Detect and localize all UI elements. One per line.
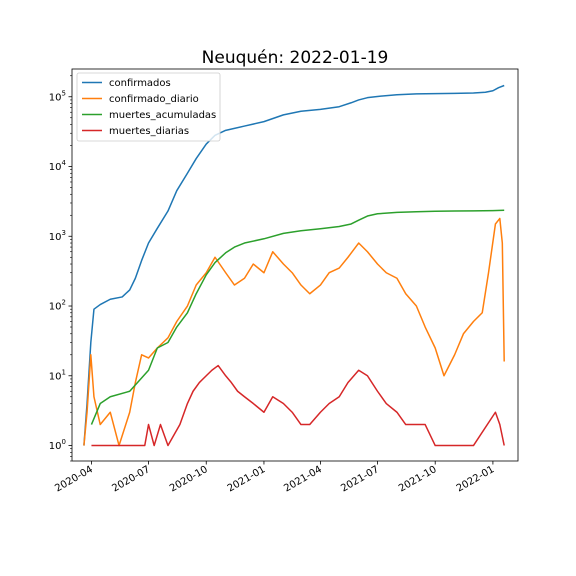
y-tick-exp: 3	[62, 229, 66, 237]
y-tick-base: 10	[49, 92, 62, 103]
y-tick-label: 103	[49, 229, 66, 243]
y-tick-exp: 1	[62, 368, 66, 376]
y-tick-base: 10	[49, 302, 62, 313]
x-tick-label: 2021-10	[397, 464, 439, 494]
y-tick-label: 100	[49, 438, 66, 452]
x-tick-label: 2020-04	[53, 464, 95, 494]
y-tick-label: 102	[49, 299, 66, 313]
chart-title: Neuquén: 2022-01-19	[202, 48, 389, 68]
legend-label-confirmado-diario: confirmado_diario	[109, 94, 199, 105]
y-tick-exp: 4	[62, 159, 67, 167]
y-tick-base: 10	[49, 232, 62, 243]
y-tick-label: 105	[49, 89, 66, 103]
y-tick-base: 10	[49, 371, 62, 382]
x-tick-label: 2021-04	[282, 464, 324, 494]
y-tick-label: 101	[49, 368, 66, 382]
legend-label-confirmados: confirmados	[109, 78, 171, 89]
x-tick-label: 2021-01	[226, 464, 268, 494]
series-line-muertes-diarias	[91, 366, 504, 446]
x-tick-label: 2022-01	[455, 464, 497, 494]
legend-label-muertes-acumuladas: muertes_acumuladas	[109, 110, 216, 121]
x-tick-label: 2021-07	[339, 464, 381, 494]
y-tick-label: 104	[49, 159, 67, 173]
x-tick-label: 2020-07	[110, 464, 152, 494]
series-line-confirmado-diario	[84, 218, 504, 445]
x-tick-label: 2020-10	[168, 464, 210, 494]
series-line-muertes-acumuladas	[91, 210, 504, 424]
y-tick-base: 10	[49, 441, 62, 452]
legend: confirmados confirmado_diario muertes_acum…	[77, 73, 220, 141]
y-tick-base: 10	[49, 162, 62, 173]
y-tick-exp: 5	[62, 89, 66, 97]
legend-label-muertes-diarias: muertes_diarias	[109, 126, 189, 137]
y-tick-exp: 0	[62, 438, 66, 446]
y-tick-exp: 2	[62, 299, 66, 307]
